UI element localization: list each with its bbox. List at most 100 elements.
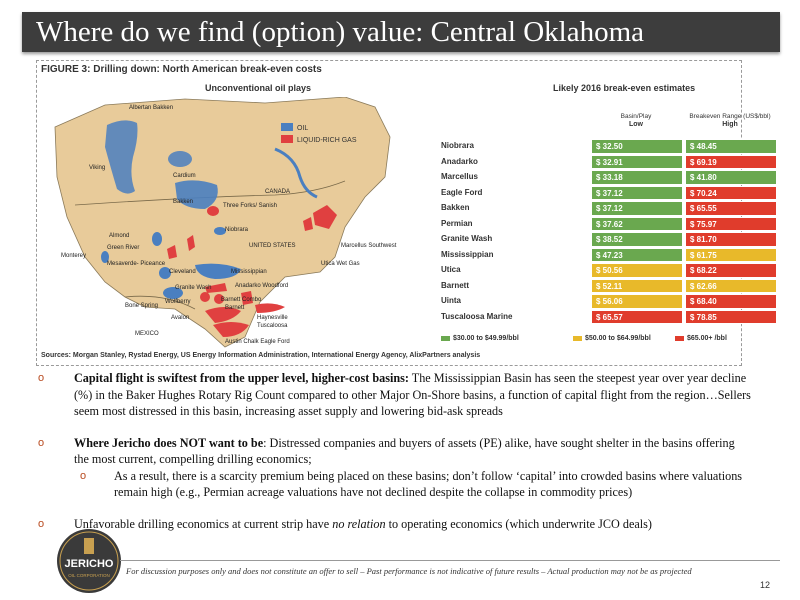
col-head-high-sub: High [722,121,738,128]
map-label: Utica Wet Gas [321,261,360,267]
basin-name: Niobrara [441,141,474,150]
breakeven-low: $ 47.23 [591,247,683,262]
bullet-bold: Capital flight is swiftest from the uppe… [74,371,409,385]
breakeven-row: Permian $ 37.62 $ 75.97 [441,216,777,233]
breakeven-row: Mississippian $ 47.23 $ 61.75 [441,247,777,264]
bullet-item: o Unfavorable drilling economics at curr… [36,516,752,533]
legend-label: $30.00 to $49.99/bbl [453,335,519,342]
map-label: Avalon [171,315,189,321]
breakeven-high: $ 65.55 [685,201,777,216]
col-head-low: Basin/Play Low [591,113,681,129]
basin-name: Marcellus [441,172,478,181]
logo-name: JERICHO [65,558,114,570]
legend-yellow: $50.00 to $64.99/bbl [573,335,651,342]
breakeven-row: Eagle Ford $ 37.12 $ 70.24 [441,185,777,202]
bullet-marker: o [38,372,45,384]
basin-name: Tuscaloosa Marine [441,311,513,321]
breakeven-heading: Likely 2016 break-even estimates [553,83,696,93]
map-heading: Unconventional oil plays [205,83,312,93]
basin-name: Barnett [441,280,470,290]
breakeven-low: $ 65.57 [591,309,683,324]
breakeven-low: $ 33.18 [591,170,683,185]
legend-swatch [441,335,450,341]
bullet-text: : Distressed companies and buyers of ass… [74,435,735,467]
breakeven-row: Uinta $ 56.06 $ 68.40 [441,294,777,310]
map-label: UNITED STATES [249,243,295,249]
page-number: 12 [760,580,771,590]
breakeven-row: Bakken $ 37.12 $ 65.55 [441,201,777,217]
breakeven-high: $ 68.22 [685,263,777,278]
col-head-high: Breakeven Range (US$/bbl) High [685,113,775,129]
map-legend-oil: OIL [297,125,308,132]
basin-name: Granite Wash [441,234,493,243]
bullet-item: o Where Jericho does NOT want to be: Dis… [36,435,752,501]
breakeven-row: Utica $ 50.56 $ 68.22 [441,263,777,279]
breakeven-high: $ 70.24 [685,185,777,200]
breakeven-high: $ 75.97 [685,216,777,231]
map-label: Cardium [173,173,196,179]
bullet-text: Unfavorable drilling economics at curren… [74,516,333,531]
map-label: Mississippian [231,269,267,275]
breakeven-high: $ 68.40 [685,294,777,309]
breakeven-row: Tuscaloosa Marine $ 65.57 $ 78.85 [441,309,777,326]
breakeven-row: Barnett $ 52.11 $ 62.66 [441,278,777,295]
footer-divider [120,560,780,561]
map-label: Albertan Bakken [129,105,173,111]
breakeven-row: Niobrara $ 32.50 $ 48.45 [441,139,777,155]
bullet-text: to operating economics (which underwrite… [385,516,652,531]
breakeven-high: $ 81.70 [685,232,777,247]
sub-bullet-text: As a result, there is a scarcity premium… [114,468,743,500]
breakeven-high: $ 62.66 [685,278,777,293]
map-label: CANADA [265,189,290,195]
basin-name: Eagle Ford [441,187,483,197]
legend-swatch [675,335,684,341]
map-label: Bakken [173,199,193,205]
map-label: Granite Wash [175,285,211,291]
legend-label: $50.00 to $64.99/bbl [585,335,651,342]
basin-name: Anadarko [441,156,478,166]
breakeven-low: $ 56.06 [591,294,683,309]
breakeven-low: $ 37.12 [591,201,683,216]
breakeven-high: $ 69.19 [685,154,777,169]
bullet-bold: Where Jericho does NOT want to be [74,435,264,450]
bullet-marker: o [80,469,87,482]
breakeven-high: $ 78.85 [685,309,777,324]
map-label: Wolfberry [165,299,191,305]
map-label: Mesaverde- Piceance [107,261,166,267]
map-label: Austin Chalk Eagle Ford [225,339,290,345]
map-label: Viking [89,165,105,171]
bullet-marker: o [38,517,45,530]
breakeven-table: Niobrara $ 32.50 $ 48.45 Anadarko $ 32.91 $ 6… [441,139,777,326]
jericho-logo: JERICHO OIL CORPORATION [57,529,121,593]
col-head-low-label: Basin/Play [620,113,652,120]
breakeven-high: $ 41.80 [685,170,777,185]
map-label: Almond [109,233,129,239]
map-label: Marcellus Southwest [341,243,397,249]
map-label: Anadarko Woodford [235,283,288,289]
basin-name: Permian [441,218,473,228]
map-label: Haynesville [257,315,288,321]
map-label: Green River [107,245,139,251]
col-head-low-sub: Low [629,121,643,128]
breakeven-high: $ 61.75 [685,247,777,262]
bullet-marker: o [38,436,45,449]
breakeven-high: $ 48.45 [685,139,777,154]
map-label: Three Forks/ Sanish [223,203,277,209]
basin-name: Utica [441,265,461,274]
map-label: Tuscaloosa [257,323,288,329]
breakeven-row: Marcellus $ 33.18 $ 41.80 [441,170,777,186]
map-label: Barnett Combo [221,297,262,303]
legend-green: $30.00 to $49.99/bbl [441,335,519,342]
map-label: Bone Spring [125,303,158,309]
sub-bullet-item: o As a result, there is a scarcity premi… [74,468,752,501]
figure-title: FIGURE 3: Drilling down: North American … [41,64,322,75]
breakeven-low: $ 50.56 [591,263,683,278]
breakeven-low: $ 37.62 [591,216,683,231]
basin-name: Bakken [441,203,470,212]
north-america-map: OIL LIQUID-RICH GAS Albertan Bakken Viki… [45,97,405,349]
legend-red: $65.00+ /bbl [675,335,727,342]
logo-sub: OIL CORPORATION [68,573,110,578]
map-label: Cleveland [169,269,196,275]
slide-title: Where do we find (option) value: Central… [22,12,780,52]
legend-label: $65.00+ /bbl [687,335,727,342]
